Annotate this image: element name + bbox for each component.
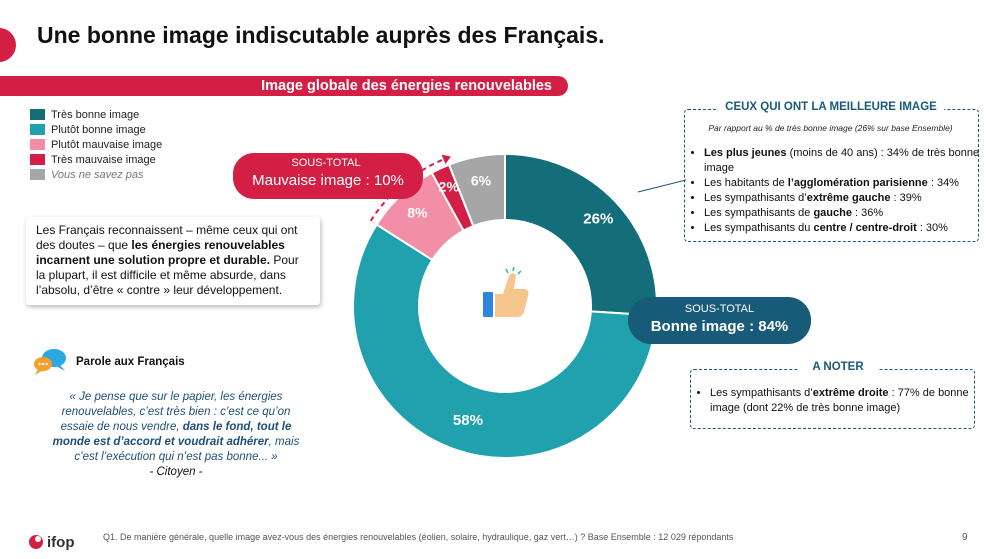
legend-label: Vous ne savez pas: [51, 168, 144, 181]
data-label: 58%: [453, 412, 483, 429]
item-bold: extrême gauche: [806, 192, 891, 204]
bad-subtotal-caption: SOUS-TOTAL: [291, 157, 361, 169]
list-item: Les sympathisants du centre / centre-dro…: [704, 221, 986, 236]
best-image-title: CEUX QUI ONT LA MEILLEURE IMAGE: [718, 101, 944, 113]
speech-bubbles-icon: [34, 349, 66, 375]
list-item: Les sympathisants de gauche : 36%: [704, 206, 986, 221]
quote-part: , mais c’est l’exécution qui n’est pas b…: [74, 436, 300, 463]
item-bold: l’agglomération parisienne: [787, 177, 928, 189]
legend-item: Très bonne image: [30, 107, 162, 122]
good-image-subtotal: [628, 297, 811, 344]
section-title: Image globale des énergies renouvelables: [261, 78, 552, 94]
main-callout: Les Français reconnaissent – même ceux q…: [26, 217, 320, 305]
item-text: : 77% de bonne image (dont 22% de très b…: [710, 387, 969, 414]
slice-plutot-bonne: [352, 223, 658, 459]
legend-swatch: [30, 139, 45, 150]
callout-text: Les Français reconnaissent – même ceux q…: [26, 217, 320, 304]
data-label: 2%: [439, 179, 460, 195]
quote-bold: dans le fond, tout le monde est d’accord…: [52, 421, 292, 448]
good-subtotal-value: Bonne image : 84%: [650, 318, 789, 335]
quote-part: « Je pense que sur le papier, les énergi…: [60, 391, 291, 433]
item-text: : 34%: [927, 177, 959, 189]
item-text: : 36%: [851, 207, 884, 219]
bad-subtotal-value: Mauvaise image : 10%: [252, 172, 404, 189]
best-image-subtitle: Par rapport au % de très bonne image (26…: [708, 123, 953, 133]
chart-legend: Très bonne image Plutôt bonne image Plut…: [30, 107, 162, 182]
page-title: Une bonne image indiscutable auprès des …: [37, 22, 605, 48]
item-text: : 30%: [916, 222, 948, 234]
list-item: Les habitants de l’agglomération parisie…: [704, 176, 986, 191]
page-number: 9: [962, 532, 968, 543]
question-footnote: Q1. De manière générale, quelle image av…: [103, 532, 734, 542]
legend-label: Très mauvaise image: [51, 153, 156, 166]
best-image-list: Les plus jeunes (moins de 40 ans) : 34% …: [690, 146, 986, 236]
legend-swatch: [30, 169, 45, 180]
note-list: Les sympathisants d’extrême droite : 77%…: [696, 386, 986, 416]
legend-swatch: [30, 124, 45, 135]
bad-subtotal-arrow: [441, 154, 451, 164]
callout-text-part: Pour la plupart, il est difficile et mêm…: [36, 253, 299, 297]
callout-text-bold: les énergies renouvelables incarnent une…: [36, 238, 285, 267]
item-bold: Les plus jeunes: [704, 147, 787, 159]
legend-item: Plutôt bonne image: [30, 122, 162, 137]
item-text: Les sympathisants de: [704, 207, 814, 219]
donut-chart: 26% 58% 8% 2% 6%: [352, 152, 658, 459]
item-bold: centre / centre-droit: [813, 222, 917, 234]
quote-author: - Citoyen -: [149, 466, 203, 478]
legend-item: Plutôt mauvaise image: [30, 137, 162, 152]
data-label: 8%: [407, 205, 428, 221]
citizen-quote: « Je pense que sur le papier, les énergi…: [50, 390, 302, 465]
callout-text-part: Les Français reconnaissent – même ceux q…: [36, 223, 298, 252]
item-bold: extrême droite: [812, 387, 889, 399]
thumbs-up-icon: [483, 266, 529, 317]
item-text: : 39%: [890, 192, 922, 204]
legend-item: Très mauvaise image: [30, 152, 162, 167]
legend-label: Très bonne image: [51, 108, 140, 121]
list-item: Les sympathisants d’extrême gauche : 39%: [704, 191, 986, 206]
logo-text: ifop: [47, 534, 75, 551]
item-text: Les sympathisants du: [704, 222, 814, 234]
bad-image-subtotal: [233, 153, 423, 199]
ifop-logo: ifop: [29, 534, 75, 551]
data-label: 6%: [471, 172, 492, 188]
list-item: Les plus jeunes (moins de 40 ans) : 34% …: [704, 146, 986, 176]
item-text: Les sympathisants d’: [710, 387, 813, 399]
voices-title: Parole aux Français: [76, 356, 185, 368]
data-label: 26%: [583, 210, 613, 227]
item-text: Les habitants de: [704, 177, 788, 189]
legend-swatch: [30, 109, 45, 120]
item-bold: gauche: [813, 207, 852, 219]
item-text: (moins de 40 ans) : 34% de très bonne im…: [704, 147, 980, 174]
legend-label: Plutôt bonne image: [51, 123, 146, 136]
legend-swatch: [30, 154, 45, 165]
connector-line: [637, 179, 687, 193]
good-subtotal-caption: SOUS-TOTAL: [684, 303, 755, 315]
list-item: Les sympathisants d’extrême droite : 77%…: [710, 386, 986, 416]
section-title-bar: [0, 76, 568, 96]
slice-ne-sait-pas: [447, 152, 506, 228]
red-tab-accent: [0, 28, 16, 62]
legend-item: Vous ne savez pas: [30, 167, 162, 182]
item-text: Les sympathisants d’: [704, 192, 807, 204]
note-title: A NOTER: [798, 361, 878, 373]
legend-label: Plutôt mauvaise image: [51, 138, 163, 151]
